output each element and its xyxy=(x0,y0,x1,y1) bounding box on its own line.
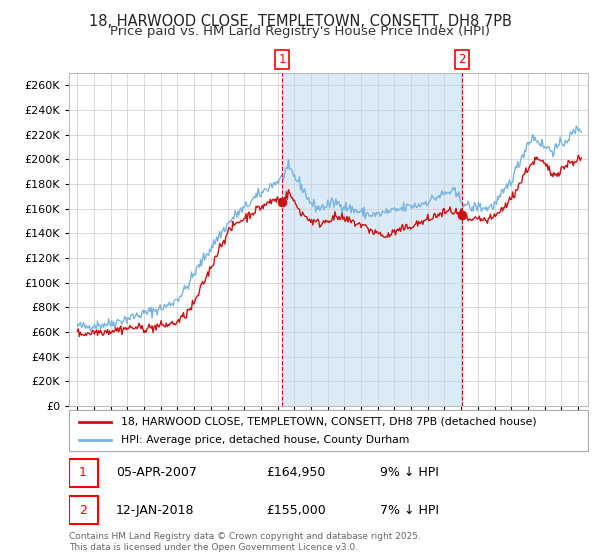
Text: £155,000: £155,000 xyxy=(266,503,326,517)
Text: 1: 1 xyxy=(79,466,87,479)
Text: 9% ↓ HPI: 9% ↓ HPI xyxy=(380,466,439,479)
FancyBboxPatch shape xyxy=(69,459,98,487)
Text: HPI: Average price, detached house, County Durham: HPI: Average price, detached house, Coun… xyxy=(121,435,409,445)
Text: 05-APR-2007: 05-APR-2007 xyxy=(116,466,197,479)
Text: Contains HM Land Registry data © Crown copyright and database right 2025.
This d: Contains HM Land Registry data © Crown c… xyxy=(69,532,421,552)
Text: 2: 2 xyxy=(458,53,466,66)
Text: 7% ↓ HPI: 7% ↓ HPI xyxy=(380,503,439,517)
Text: Price paid vs. HM Land Registry's House Price Index (HPI): Price paid vs. HM Land Registry's House … xyxy=(110,25,490,38)
Text: 18, HARWOOD CLOSE, TEMPLETOWN, CONSETT, DH8 7PB: 18, HARWOOD CLOSE, TEMPLETOWN, CONSETT, … xyxy=(89,14,511,29)
FancyBboxPatch shape xyxy=(69,410,588,451)
Text: 1: 1 xyxy=(278,53,286,66)
Bar xyxy=(282,73,462,406)
Text: 12-JAN-2018: 12-JAN-2018 xyxy=(116,503,194,517)
Text: £164,950: £164,950 xyxy=(266,466,326,479)
Text: 18, HARWOOD CLOSE, TEMPLETOWN, CONSETT, DH8 7PB (detached house): 18, HARWOOD CLOSE, TEMPLETOWN, CONSETT, … xyxy=(121,417,536,427)
FancyBboxPatch shape xyxy=(69,496,98,524)
Text: 2: 2 xyxy=(79,503,87,517)
